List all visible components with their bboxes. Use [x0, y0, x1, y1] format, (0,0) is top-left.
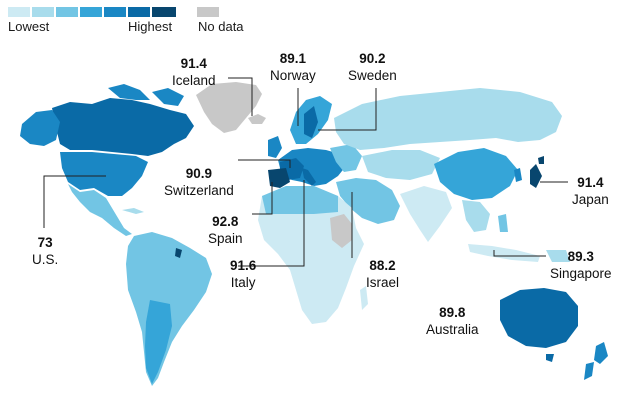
callout-name: Switzerland: [164, 183, 234, 198]
callout-name: Norway: [270, 68, 316, 83]
callout-sweden: 90.2 Sweden: [348, 50, 397, 84]
callout-singapore: 89.3 Singapore: [550, 248, 612, 282]
callout-japan: 91.4 Japan: [572, 174, 609, 208]
caribbean-region: [122, 208, 144, 214]
sweden-leader-line: [318, 88, 377, 131]
sweden-region: [304, 106, 318, 138]
legend-swatch-2: [32, 7, 54, 17]
callout-australia: 89.8 Australia: [426, 304, 479, 338]
callout-value: 90.2: [359, 51, 386, 66]
callout-name: Spain: [208, 231, 243, 246]
callout-spain: 92.8 Spain: [208, 213, 243, 247]
alaska-region: [20, 110, 60, 146]
madagascar-region: [360, 286, 368, 310]
legend-nodata-label: No data: [198, 19, 244, 34]
legend-lowest-label: Lowest: [8, 19, 50, 34]
middle-east-region: [336, 178, 400, 224]
legend-swatch-1: [8, 7, 30, 17]
callout-switzerland: 90.9 Switzerland: [164, 165, 234, 199]
korea-region: [514, 168, 522, 182]
central-asia-region: [362, 150, 440, 180]
png-region: [546, 250, 570, 262]
spain-region: [268, 168, 290, 188]
new-zealand-region: [594, 342, 608, 364]
callout-value: 92.8: [212, 214, 239, 229]
indonesia-region: [468, 244, 540, 262]
callout-value: 91.4: [577, 175, 604, 190]
legend-nodata-swatch: [197, 7, 219, 17]
legend-swatch-3: [56, 7, 78, 17]
spain-leader-line: [252, 182, 273, 215]
eastern-europe-region: [330, 144, 362, 172]
callout-value: 89.1: [279, 51, 307, 66]
callout-value: 89.3: [567, 249, 594, 264]
callout-us: 73 U.S.: [32, 234, 58, 268]
south-asia-region: [400, 186, 452, 242]
callout-value: 73: [37, 235, 53, 250]
us-leader-line: [43, 175, 106, 228]
callout-name: Iceland: [172, 73, 216, 88]
callout-iceland: 91.4 Iceland: [172, 55, 216, 89]
new-zealand-south-region: [584, 362, 594, 380]
japan-north-region: [538, 156, 544, 164]
greenland-region: [196, 82, 262, 133]
italy-region: [302, 168, 316, 186]
callout-name: Singapore: [550, 266, 612, 281]
arctic-islands-region: [108, 84, 150, 100]
iceland-region: [248, 114, 266, 124]
french-guiana-region: [175, 248, 182, 258]
legend-highest-label: Highest: [128, 19, 173, 34]
southeast-asia-region: [462, 200, 490, 232]
horn-of-africa-region: [330, 214, 352, 248]
callout-israel: 88.2 Israel: [366, 257, 399, 291]
canada-region: [52, 98, 194, 156]
callout-value: 90.9: [185, 166, 213, 181]
callout-value: 91.4: [180, 56, 207, 71]
callout-name: Japan: [572, 192, 609, 207]
callout-value: 88.2: [369, 258, 396, 273]
china-region: [434, 148, 518, 200]
callout-name: Australia: [426, 322, 479, 337]
usa-region: [60, 152, 148, 196]
legend-swatch-5: [104, 7, 126, 17]
italy-leader-line: [238, 180, 305, 267]
north-africa-region: [262, 186, 338, 214]
callout-name: Israel: [366, 275, 400, 290]
arctic-islands-region: [152, 88, 184, 106]
callout-name: Sweden: [348, 68, 397, 83]
callout-value: 89.8: [439, 305, 466, 320]
callout-value: 91.6: [230, 258, 257, 273]
philippines-region: [498, 214, 508, 232]
callout-italy: 91.6 Italy: [230, 257, 256, 291]
tasmania-region: [546, 354, 554, 362]
legend-swatch-4: [80, 7, 102, 17]
singapore-leader-line: [493, 250, 546, 257]
southern-cone-region: [145, 300, 172, 384]
switzerland-leader-line: [238, 159, 291, 168]
uk-region: [268, 136, 282, 158]
legend-swatch-6: [128, 7, 150, 17]
japan-region: [530, 164, 542, 188]
iceland-leader-line: [228, 77, 253, 116]
legend-swatch-7: [152, 7, 176, 17]
australia-region: [500, 288, 578, 348]
callout-name: Italy: [230, 275, 256, 290]
mexico-region: [68, 184, 132, 236]
callout-norway: 89.1 Norway: [270, 50, 316, 84]
russia-region: [334, 88, 562, 150]
callout-name: U.S.: [32, 252, 59, 267]
